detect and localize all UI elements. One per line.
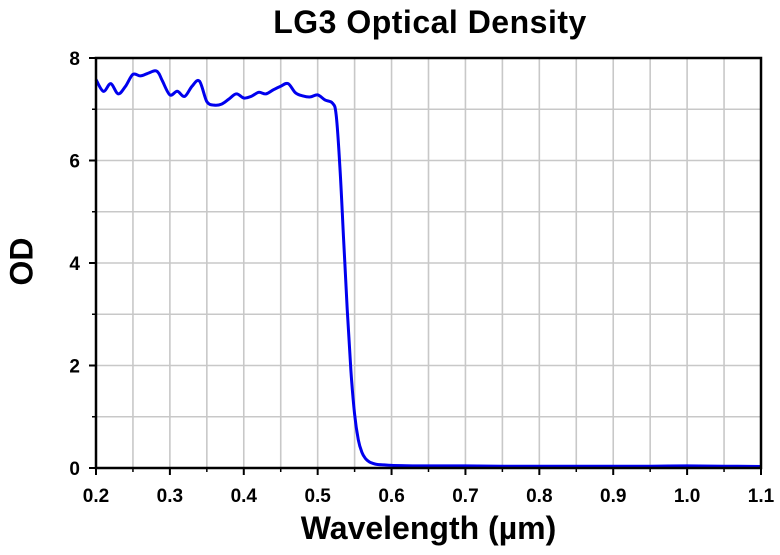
y-axis-label: OD	[3, 237, 40, 286]
y-tick-label: 2	[69, 357, 80, 378]
grid	[96, 58, 761, 468]
chart-title: LG3 Optical Density	[273, 4, 587, 40]
x-tick-label: 0.8	[526, 486, 552, 507]
series-group	[94, 69, 762, 468]
x-axis-label: Wavelength (µm)	[300, 510, 557, 546]
x-tick-label: 0.6	[378, 486, 404, 507]
y-tick-label: 4	[69, 254, 80, 275]
x-tick-label: 0.5	[304, 486, 331, 507]
x-tick-label: 0.3	[157, 486, 183, 507]
x-tick-label: 0.2	[83, 486, 109, 507]
x-tick-label: 1.1	[748, 486, 775, 507]
y-tick-label: 0	[69, 459, 80, 480]
y-tick-labels: 0 2 4 6 8	[69, 49, 80, 480]
axis-ticks	[89, 57, 762, 475]
y-tick-label: 8	[69, 49, 80, 70]
x-tick-label: 0.9	[600, 486, 626, 507]
x-tick-labels: 0.2 0.3 0.4 0.5 0.6 0.7 0.8 0.9 1.0 1.1	[83, 486, 775, 507]
od-series-line	[94, 69, 762, 468]
x-tick-label: 0.7	[452, 486, 478, 507]
x-tick-label: 0.4	[231, 486, 258, 507]
plot-frame	[94, 56, 763, 470]
x-tick-label: 1.0	[674, 486, 700, 507]
y-tick-label: 6	[69, 152, 80, 173]
